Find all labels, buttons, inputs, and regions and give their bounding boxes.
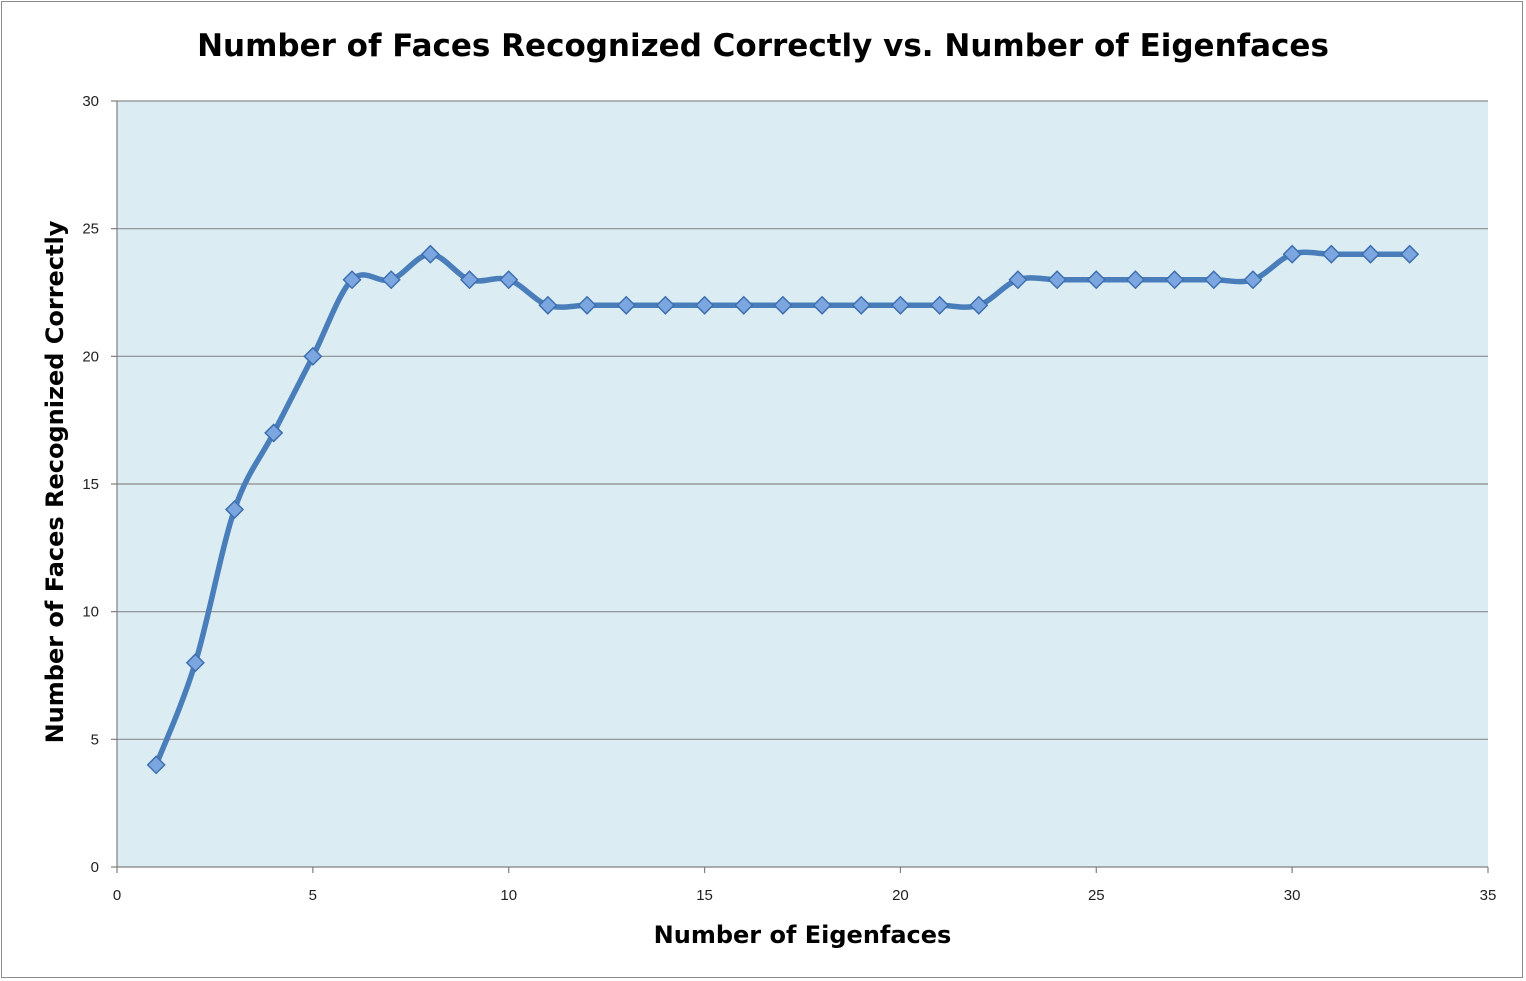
chart-title: Number of Faces Recognized Correctly vs.… [197,28,1329,64]
data-point-marker [1243,270,1263,290]
y-tick-label: 30 [82,93,99,110]
x-tick-label: 20 [892,887,909,904]
data-point-marker [969,295,989,315]
data-point-marker [303,346,323,366]
x-tick-label: 35 [1480,887,1497,904]
y-tick-label: 0 [91,859,99,876]
y-tick-label: 5 [91,731,99,748]
data-point-marker [1400,244,1420,264]
data-point-marker [381,270,401,290]
data-point-marker [1204,270,1224,290]
data-point-marker [577,295,597,315]
data-point-marker [695,295,715,315]
data-point-marker [1086,270,1106,290]
data-point-marker [459,270,480,290]
y-axis-ticks: 0 5 10 15 20 25 30 [82,93,117,876]
data-point-marker [890,295,910,315]
x-axis-ticks: 0 5 10 15 20 25 30 35 [113,867,1497,904]
data-point-marker [342,270,362,290]
data-point-marker [655,295,675,315]
data-point-marker [1360,244,1381,264]
data-point-marker [420,244,440,264]
data-markers [146,244,1420,775]
x-tick-label: 15 [696,887,713,904]
data-point-marker [1008,270,1028,290]
data-point-marker [616,295,636,315]
data-point-marker [734,295,754,315]
y-tick-label: 10 [82,604,99,621]
y-tick-label: 25 [82,221,99,238]
data-point-marker [1125,270,1146,290]
data-point-marker [930,295,950,315]
y-tick-label: 15 [82,476,99,493]
gridlines [117,100,1488,740]
data-point-marker [1282,244,1302,264]
x-tick-label: 5 [309,887,317,904]
data-point-marker [1047,270,1067,290]
data-point-marker [1165,270,1185,290]
x-axis-title: Number of Eigenfaces [654,921,952,949]
data-point-marker [499,270,519,290]
series-line [153,249,1413,768]
x-tick-label: 0 [113,887,121,904]
x-tick-label: 10 [500,887,517,904]
data-point-marker [812,295,832,315]
y-axis-title: Number of Faces Recognized Correctly [41,220,69,743]
x-tick-label: 30 [1284,887,1301,904]
data-point-marker [538,295,558,315]
x-tick-label: 25 [1088,887,1105,904]
data-point-marker [851,295,871,315]
data-point-marker [264,423,284,443]
data-point-marker [185,653,205,673]
data-point-marker [773,295,793,315]
data-point-marker [224,499,245,520]
y-tick-label: 20 [82,348,99,365]
data-point-marker [1321,244,1341,264]
data-point-marker [146,755,166,775]
